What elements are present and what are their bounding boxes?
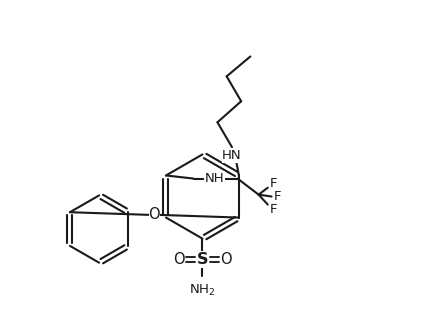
Text: F: F (274, 190, 282, 203)
Text: F: F (269, 203, 277, 215)
Text: HN: HN (222, 149, 242, 162)
Text: O: O (149, 207, 160, 222)
Text: NH$_2$: NH$_2$ (189, 283, 216, 298)
Text: NH: NH (205, 172, 224, 185)
Text: F: F (269, 177, 277, 190)
Text: O: O (220, 252, 232, 267)
Text: O: O (173, 252, 184, 267)
Text: S: S (197, 252, 208, 267)
